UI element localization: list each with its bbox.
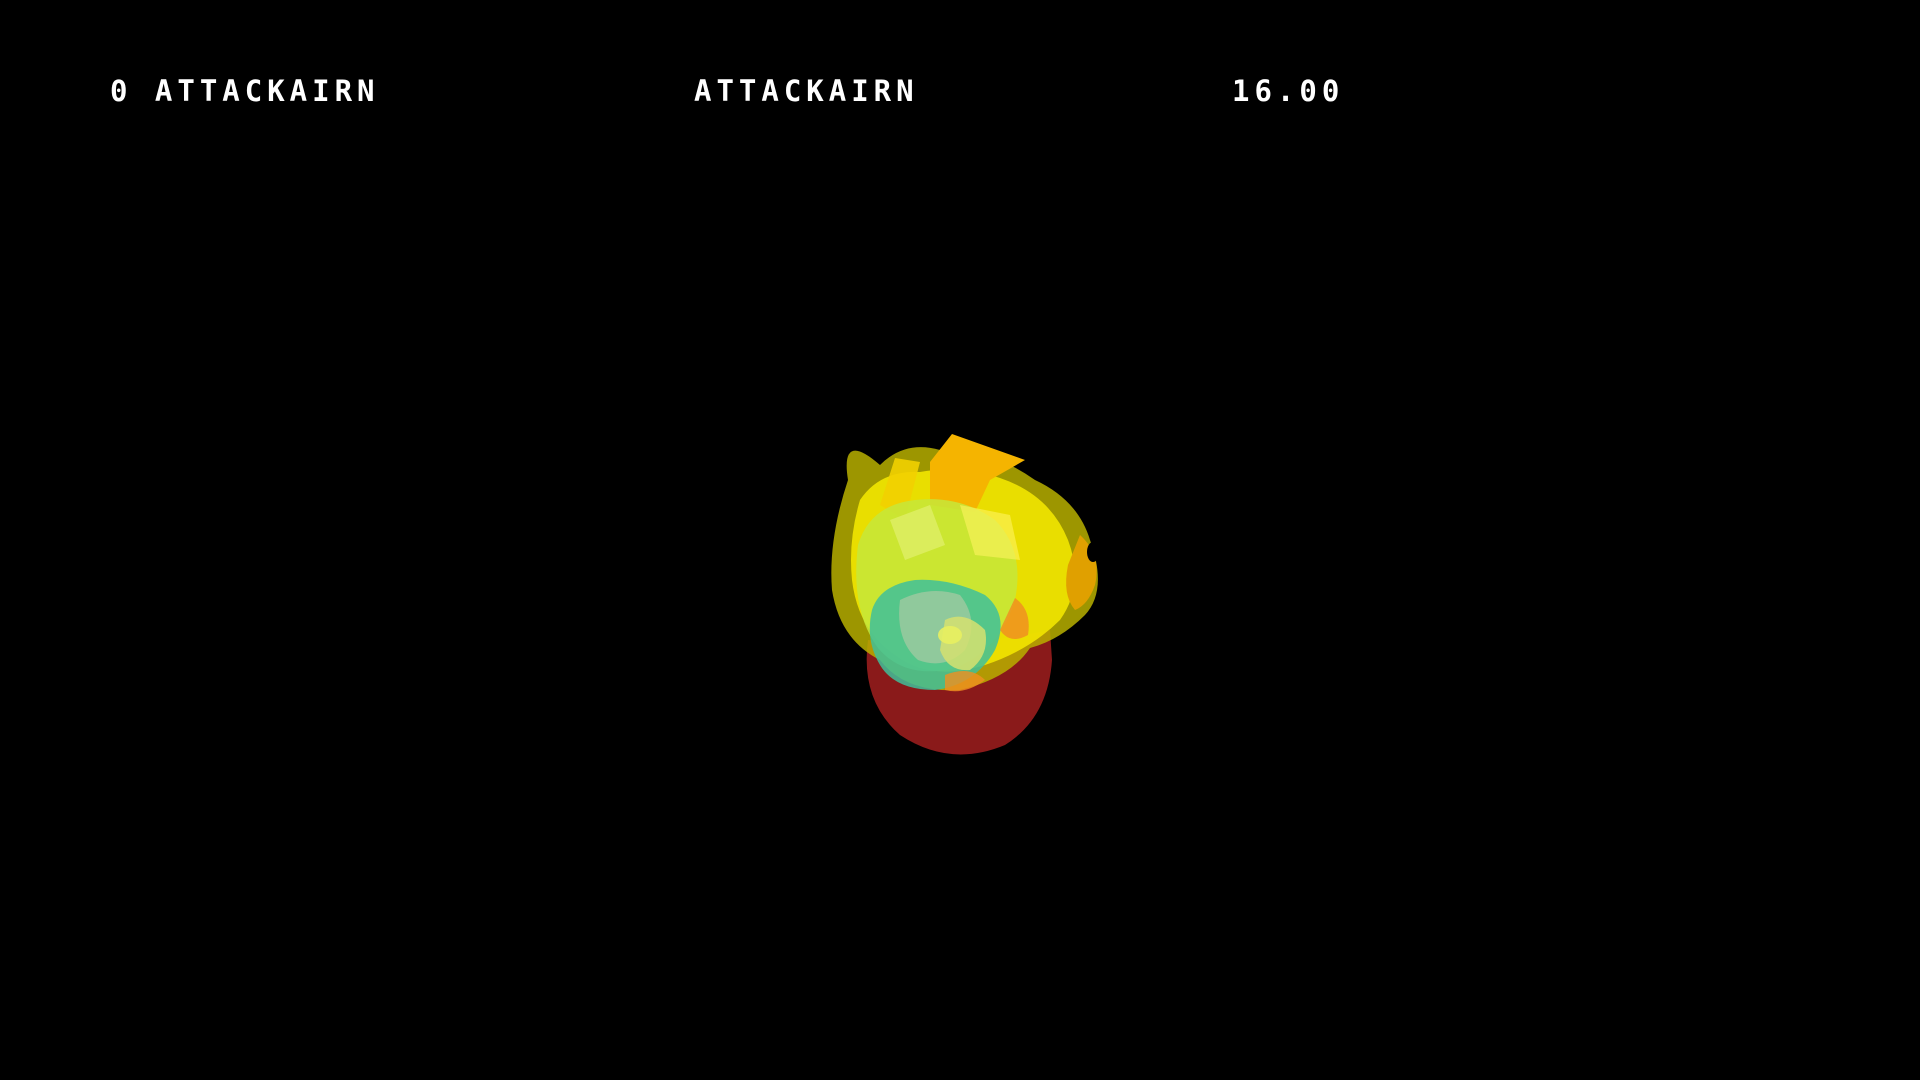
timer-label: 16.00 bbox=[1232, 74, 1345, 108]
object-spike-top bbox=[930, 434, 1025, 512]
object-right-dark-spot bbox=[1087, 542, 1099, 562]
object-highlight-1 bbox=[890, 505, 945, 560]
object-highlight-2 bbox=[960, 505, 1020, 560]
object-orange-accent-2 bbox=[945, 671, 985, 692]
target-name-label: ATTACKAIRN bbox=[694, 74, 919, 108]
object-facet-3 bbox=[938, 626, 962, 644]
object-orange-accent bbox=[1000, 598, 1029, 639]
object-spike-left bbox=[880, 458, 920, 520]
score-label: 0 ATTACKAIRN bbox=[110, 74, 380, 108]
